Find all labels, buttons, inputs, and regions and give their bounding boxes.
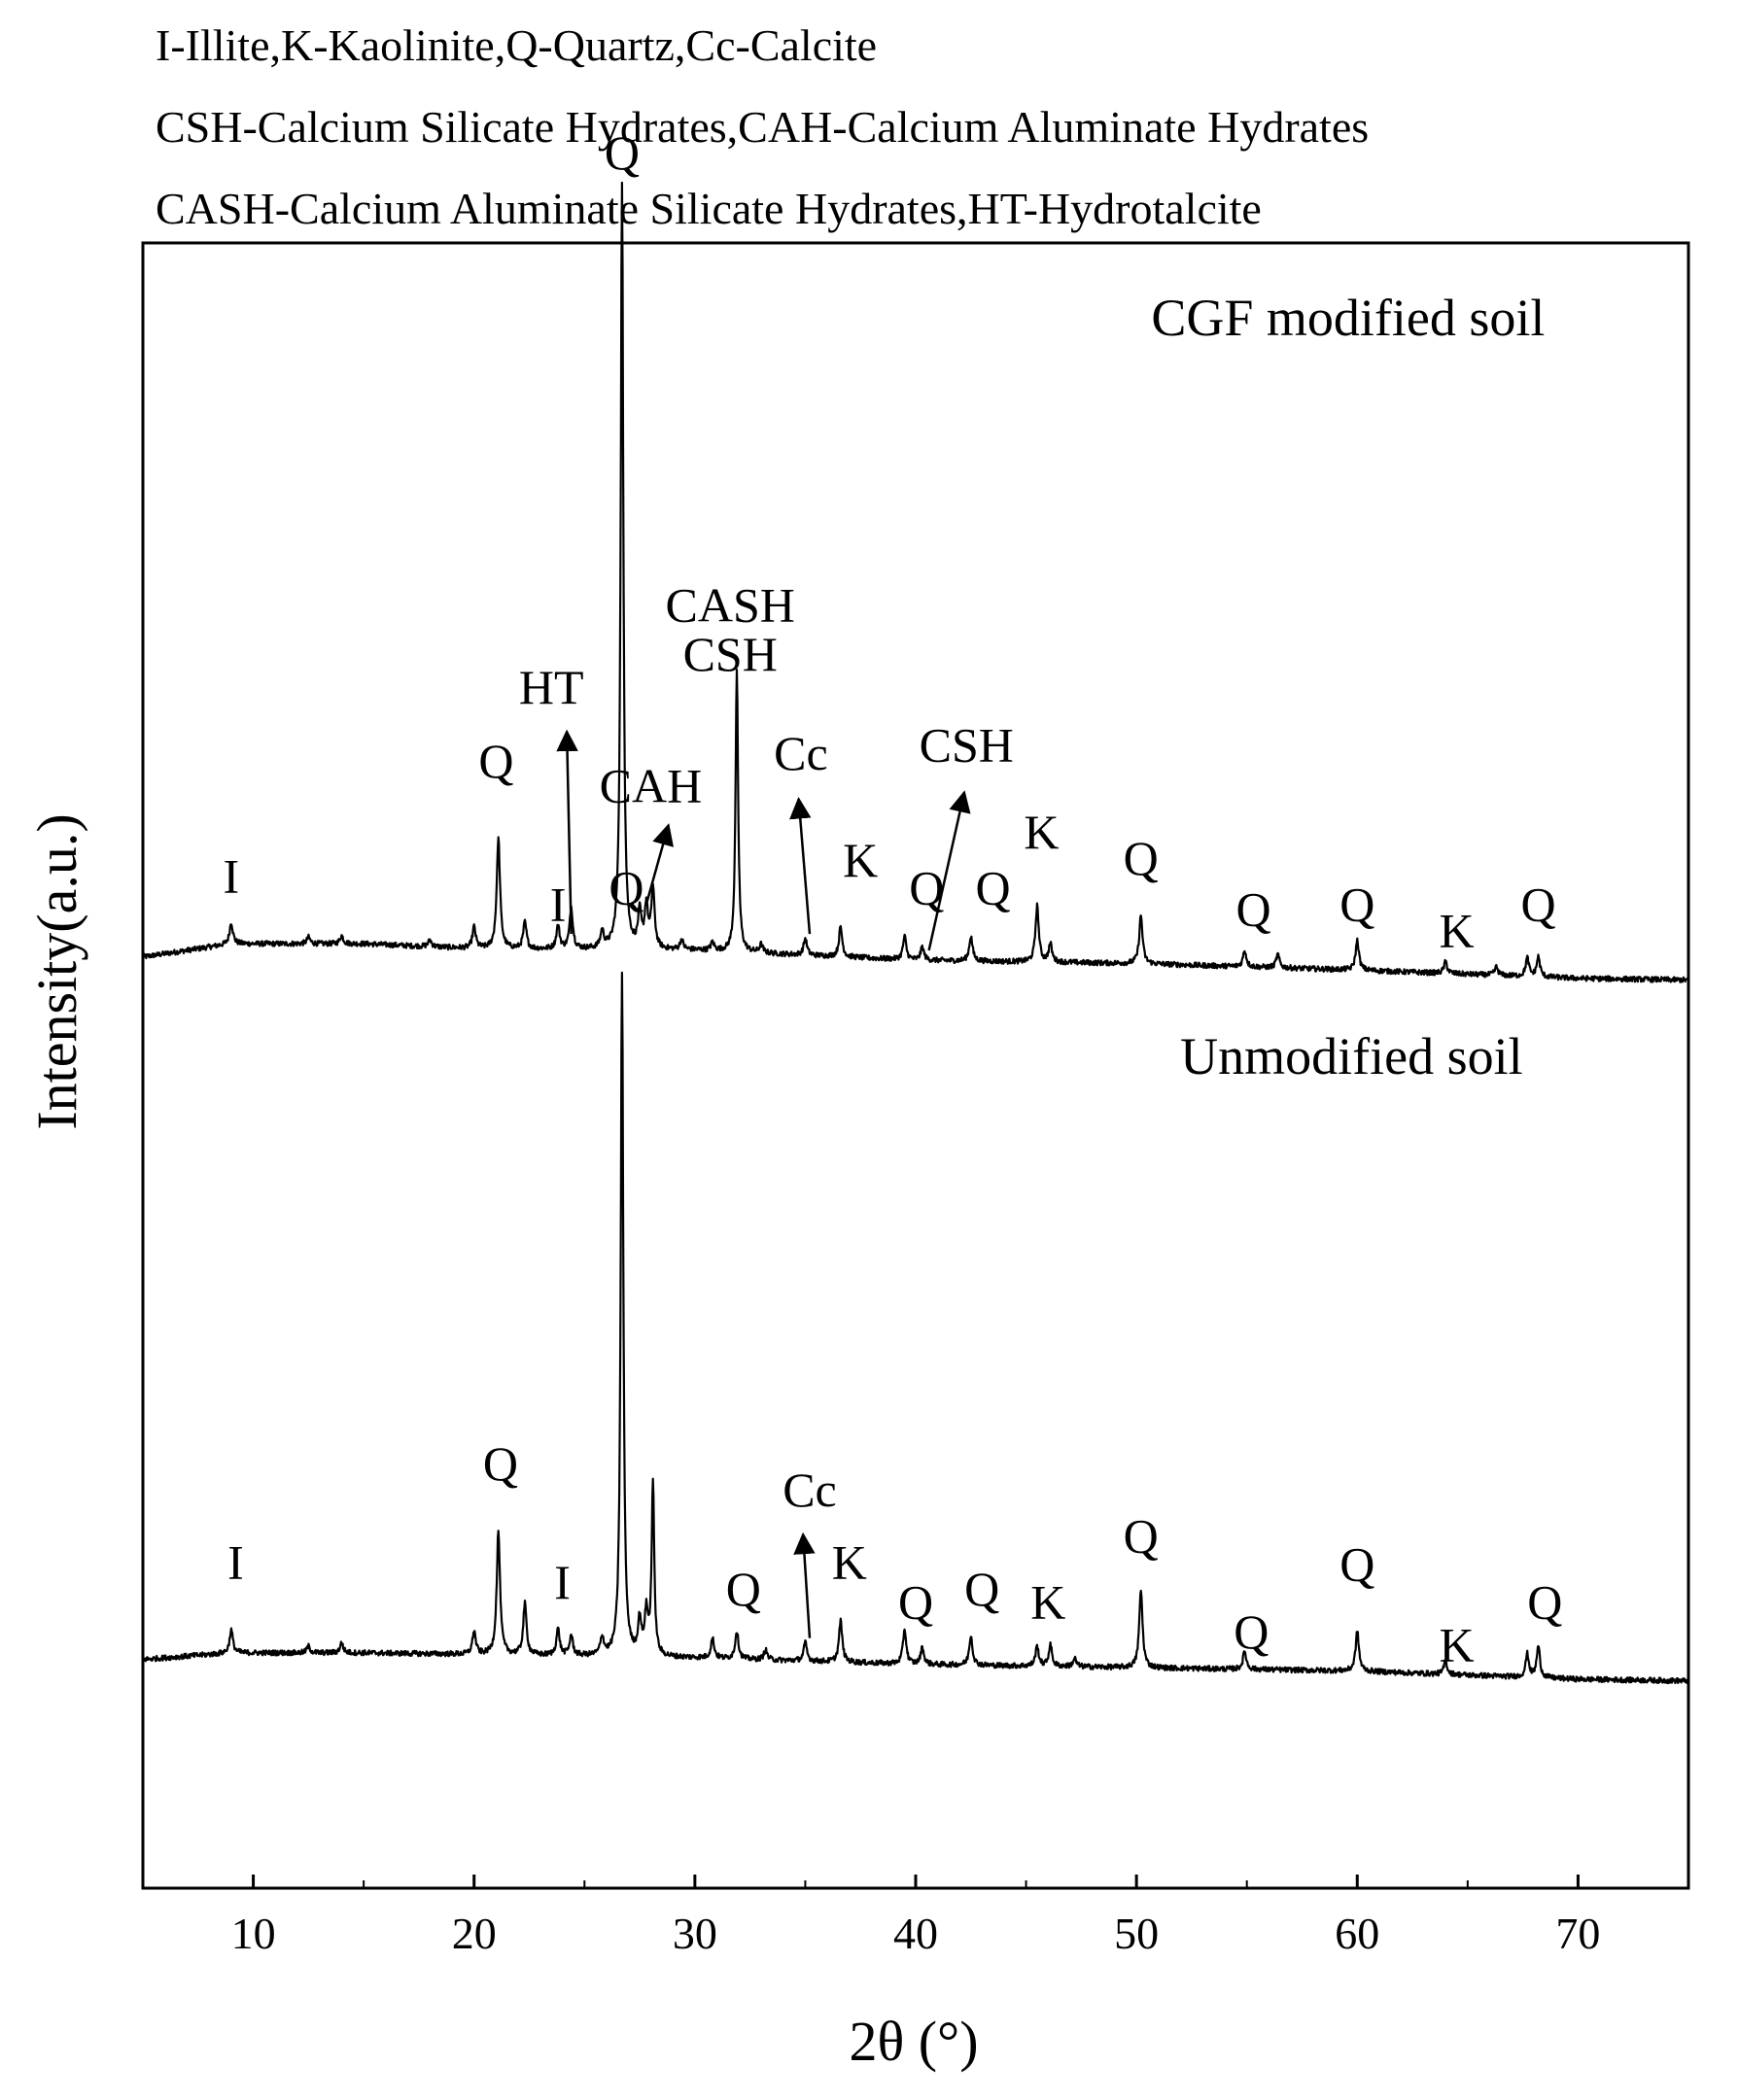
peak-label: I xyxy=(224,849,240,904)
peak-label: Q xyxy=(1527,1574,1562,1629)
annotation-arrow xyxy=(556,729,578,935)
peak-label: Q xyxy=(975,861,1010,915)
peak-label: Q xyxy=(1124,831,1159,885)
peak-label: Q xyxy=(478,734,513,788)
annotation-arrow xyxy=(644,823,674,905)
annotation-arrow xyxy=(789,796,812,935)
panel-label: Unmodified soil xyxy=(1180,1027,1522,1085)
x-tick-label: 50 xyxy=(1114,1909,1159,1958)
peak-label: CAH xyxy=(600,759,703,813)
y-axis-title: Intensity(a.u.) xyxy=(25,813,88,1129)
x-tick-label: 40 xyxy=(893,1909,938,1958)
peak-label: Q xyxy=(1124,1509,1159,1564)
peak-label: I xyxy=(554,1555,571,1609)
peak-label: CASH xyxy=(666,577,795,632)
peak-label: Q xyxy=(898,1574,933,1629)
annotation-arrow xyxy=(927,790,971,951)
peak-label: Cc xyxy=(783,1463,837,1517)
peak-label: CSH xyxy=(683,627,778,681)
peak-label: K xyxy=(1024,805,1059,859)
peak-label: K xyxy=(1439,904,1474,958)
peak-label: I xyxy=(227,1535,244,1590)
legend-line-1: I-Illite,K-Kaolinite,Q-Quartz,Cc-Calcite xyxy=(156,20,878,70)
peak-label: Q xyxy=(909,861,944,915)
peak-label: I xyxy=(550,878,567,932)
legend-line-3: CASH-Calcium Aluminate Silicate Hydrates… xyxy=(156,184,1262,233)
x-axis-title: 2θ (°) xyxy=(849,2010,978,2073)
peak-label: K xyxy=(832,1535,867,1590)
x-tick-label: 30 xyxy=(673,1909,717,1958)
peak-label: CSH xyxy=(920,717,1014,772)
peak-label: K xyxy=(1030,1574,1065,1629)
series-line-cgf-modified xyxy=(141,181,1690,983)
peak-label: HT xyxy=(519,660,584,714)
peak-label: Cc xyxy=(774,726,828,780)
peak-label: Q xyxy=(1339,878,1374,932)
peak-label: Q xyxy=(964,1562,999,1616)
x-tick-label: 10 xyxy=(231,1909,276,1958)
peak-label: Q xyxy=(605,125,640,180)
peak-label: Q xyxy=(609,861,643,915)
series-line-unmodified xyxy=(142,971,1689,1685)
legend-line-2: CSH-Calcium Silicate Hydrates,CAH-Calciu… xyxy=(156,102,1370,152)
peak-label: K xyxy=(1439,1617,1474,1671)
peak-label: Q xyxy=(1520,878,1555,932)
peak-label: Q xyxy=(483,1436,518,1491)
peak-label: Q xyxy=(1339,1536,1374,1591)
peak-label: K xyxy=(843,833,878,887)
annotation-arrow xyxy=(793,1532,816,1638)
peak-label: Q xyxy=(1234,1604,1269,1659)
x-tick-label: 20 xyxy=(452,1909,497,1958)
peak-label: Q xyxy=(1235,882,1270,937)
x-tick-label: 60 xyxy=(1335,1909,1379,1958)
panel-label: CGF modified soil xyxy=(1151,289,1545,347)
peak-label: Q xyxy=(726,1562,761,1616)
x-tick-label: 70 xyxy=(1555,1909,1600,1958)
